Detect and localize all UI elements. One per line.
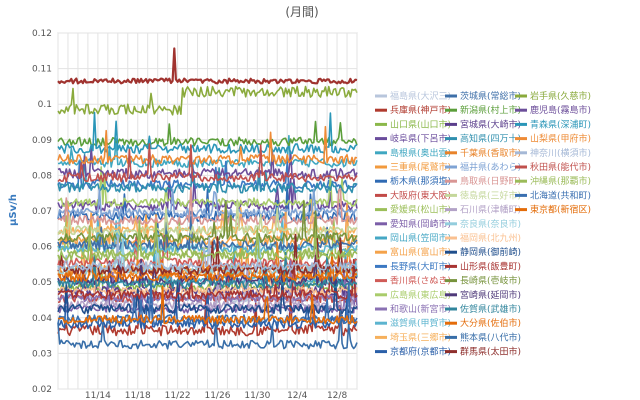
series-line — [57, 273, 358, 315]
series-lines — [57, 47, 358, 350]
series-line — [57, 220, 358, 261]
series-line — [57, 186, 358, 226]
legend-label: 福島県(大沢三) — [390, 90, 451, 102]
series-line — [57, 188, 358, 219]
series-line — [57, 267, 358, 297]
series-line — [57, 254, 358, 301]
series-line — [57, 198, 358, 236]
legend-label: 岩手県(久慈市) — [530, 90, 591, 102]
legend-label: 兵庫県(神戸市) — [390, 104, 451, 116]
y-tick-label: 0.1 — [38, 100, 52, 110]
legend-label: 和歌山(新宮市) — [390, 303, 451, 315]
legend-label: 鹿児島(霧島市) — [530, 104, 591, 116]
legend-label: 愛媛県(松山市) — [390, 204, 451, 216]
x-tick-label: 11/30 — [244, 391, 270, 400]
series-line — [57, 85, 358, 116]
y-tick-label: 0.02 — [32, 385, 52, 395]
legend-label: 滋賀県(甲賀市) — [390, 317, 451, 329]
legend-label: 群馬県(太田市) — [460, 346, 521, 358]
legend-label: 北海道(共和町) — [530, 189, 591, 201]
legend-label: 香川県(さぬき) — [390, 276, 451, 287]
legend-label: 埼玉県(三郷市) — [390, 331, 451, 343]
x-tick-label: 11/22 — [165, 391, 191, 400]
legend-label: 栃木県(那須塩) — [390, 175, 451, 187]
series-line — [57, 125, 358, 165]
legend-label: 大分県(佐伯市) — [460, 317, 521, 329]
series-line — [57, 153, 358, 194]
legend-label: 鳥取県(日野町) — [460, 175, 521, 187]
x-tick-label: 12/4 — [287, 391, 307, 400]
legend-label: 三重県(尾鷲市) — [390, 161, 451, 173]
legend-label: 宮崎県(延岡市) — [460, 289, 521, 301]
legend-label: 福井県(あわら) — [460, 161, 521, 173]
y-tick-label: 0.05 — [32, 278, 52, 288]
legend-label: 佐賀県(武雄市) — [460, 303, 521, 315]
legend-label: 山形県(飯豊町) — [460, 260, 521, 272]
legend-label: 福岡県(北九州) — [460, 232, 521, 244]
series-line — [57, 47, 358, 85]
legend-label: 岡山県(笠岡市) — [390, 232, 451, 244]
legend-label: 長崎県(壱岐市) — [460, 275, 521, 287]
legend-label: 高知県(四万十) — [460, 133, 521, 145]
chart-title: (月間) — [285, 5, 318, 19]
series-line — [57, 176, 358, 212]
y-tick-label: 0.06 — [32, 243, 52, 253]
legend-label: 山口県(山口市) — [390, 118, 451, 130]
series-line — [57, 296, 358, 337]
legend: 福島県(大沢三) 兵庫県(神戸市) 山口県(山口市) 岐阜県(下呂市) 島根県(奥出雲)… — [375, 90, 591, 358]
y-tick-label: 0.12 — [32, 29, 52, 39]
series-line — [57, 310, 358, 350]
legend-label: 長野県(大町市) — [390, 260, 451, 272]
legend-label: 京都府(京都市) — [390, 346, 451, 358]
y-tick-label: 0.08 — [32, 171, 52, 181]
series-line — [57, 120, 358, 147]
legend-label: 富山県(富山市) — [390, 246, 451, 258]
legend-label: 奈良県(奈良市) — [460, 218, 521, 230]
legend-label: 山梨県(甲府市) — [530, 133, 591, 145]
x-tick-label: 11/26 — [204, 391, 230, 400]
series-line — [57, 251, 358, 290]
legend-label: 沖縄県(那覇市) — [530, 175, 591, 187]
legend-label: 神奈川(横須市) — [530, 147, 591, 159]
legend-label: 青森県(深浦町) — [530, 118, 591, 130]
y-tick-label: 0.11 — [32, 65, 52, 75]
legend-label: 広島県(東広島) — [390, 289, 451, 301]
legend-label: 秋田県(能代市) — [530, 161, 591, 173]
legend-label: 新潟県(村上市) — [460, 104, 521, 116]
x-tick-label: 12/8 — [327, 391, 347, 400]
series-line — [57, 166, 358, 208]
y-tick-label: 0.03 — [32, 349, 52, 359]
legend-label: 岐阜県(下呂市) — [390, 133, 451, 145]
legend-label: 大阪府(東大阪) — [390, 189, 451, 201]
legend-label: 島根県(奥出雲) — [390, 147, 451, 159]
y-tick-label: 0.09 — [32, 136, 52, 146]
series-line — [57, 143, 358, 183]
series-line — [57, 285, 358, 325]
legend-label: 石川県(津幡町) — [460, 204, 521, 216]
legend-label: 東京都(新宿区) — [530, 204, 591, 216]
legend-label: 徳島県(三好市) — [460, 189, 521, 201]
legend-label: 静岡県(御前崎) — [460, 246, 521, 258]
y-axis-label: μSv/h — [8, 194, 19, 226]
series-line — [57, 235, 358, 272]
y-ticks: 0.02 0.03 0.04 0.05 0.06 0.07 0.08 0.09 0.1 0.11 0… — [32, 29, 52, 395]
x-ticks: 11/14 11/18 11/22 11/26 11/30 12/4 12/8 — [85, 391, 348, 400]
y-tick-label: 0.04 — [32, 314, 52, 324]
series-line — [57, 233, 358, 276]
series-line — [57, 134, 358, 168]
series-line — [57, 201, 358, 236]
legend-label: 愛知県(岡崎市) — [390, 218, 451, 230]
x-tick-label: 11/18 — [125, 391, 151, 400]
series-line — [57, 200, 358, 244]
legend-label: 宮城県(大崎市) — [460, 118, 521, 130]
series-line — [57, 212, 358, 251]
x-tick-label: 11/14 — [85, 391, 111, 400]
legend-label: 千葉県(香取市) — [460, 147, 521, 159]
y-tick-label: 0.07 — [32, 207, 52, 217]
legend-label: 茨城県(常総市) — [460, 90, 521, 102]
legend-label: 熊本県(八代市) — [460, 331, 521, 343]
